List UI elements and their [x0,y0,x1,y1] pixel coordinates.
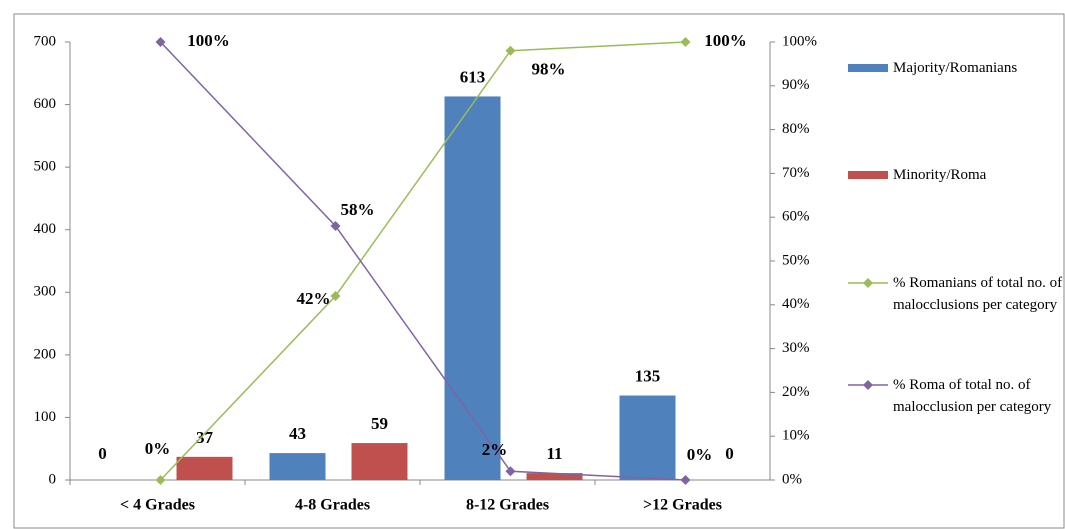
y2-tick-label: 0% [782,471,802,487]
y2-tick-label: 40% [782,296,810,312]
legend-label: Minority/Roma [893,167,987,183]
legend-label: % Roma of total no. of malocclusion per … [893,377,1052,415]
y-tick-label: 500 [34,159,57,175]
y-tick-label: 300 [34,284,57,300]
legend-swatch [848,64,888,72]
data-label: 98% [532,60,566,79]
data-label: 100% [704,31,747,50]
point-marker [680,37,691,47]
data-label: 0% [687,445,713,464]
point-marker [680,475,691,485]
legend-marker [863,278,873,288]
data-label: 0 [725,444,734,463]
y2-tick-label: 80% [782,121,810,137]
chart-border [13,13,1065,529]
point-marker [330,291,341,302]
legend-label: Majority/Romanians [893,60,1018,76]
bar [444,96,501,481]
bar [619,395,676,480]
data-label: 59 [371,414,388,433]
data-label: 42% [297,289,331,308]
y-tick-label: 100 [34,409,57,425]
y-tick-label: 0 [49,471,57,487]
line [159,41,686,481]
data-label: 100% [187,31,230,50]
y-tick-label: 400 [34,221,57,237]
y2-tick-label: 70% [782,165,810,181]
x-tick-label: < 4 Grades [120,497,195,514]
point-marker [505,45,516,56]
y2-tick-label: 20% [782,384,810,400]
legend-swatch [848,171,888,179]
y-tick-label: 200 [34,346,57,362]
y-tick-label: 700 [34,33,57,49]
data-label: 2% [482,440,508,459]
x-tick-label: >12 Grades [643,497,722,514]
bar [176,456,233,480]
data-label: 43 [289,424,306,443]
point-marker [330,220,341,231]
point-marker [505,466,516,477]
data-label: 58% [341,200,375,219]
data-label: 135 [635,366,661,385]
y2-tick-label: 60% [782,209,810,225]
data-label: 37 [196,428,214,447]
y2-tick-label: 90% [782,77,810,93]
point-marker [155,37,166,47]
legend-marker [863,380,873,390]
y2-tick-label: 30% [782,340,810,356]
legend-label: % Romanians of total no. of malocclusion… [893,275,1063,313]
data-label: 613 [460,67,486,86]
x-tick-label: 4-8 Grades [295,497,370,514]
data-label: 11 [546,444,562,463]
bar [526,473,583,480]
x-tick-label: 8-12 Grades [466,497,549,514]
y2-tick-label: 10% [782,428,810,444]
y-tick-label: 600 [34,96,57,112]
line [159,41,686,481]
data-label: 0 [98,444,107,463]
y2-tick-label: 100% [782,33,817,49]
bar [269,453,326,480]
data-label: 0% [145,439,171,458]
bar [351,443,408,480]
y2-tick-label: 50% [782,252,810,268]
point-marker [155,475,166,485]
